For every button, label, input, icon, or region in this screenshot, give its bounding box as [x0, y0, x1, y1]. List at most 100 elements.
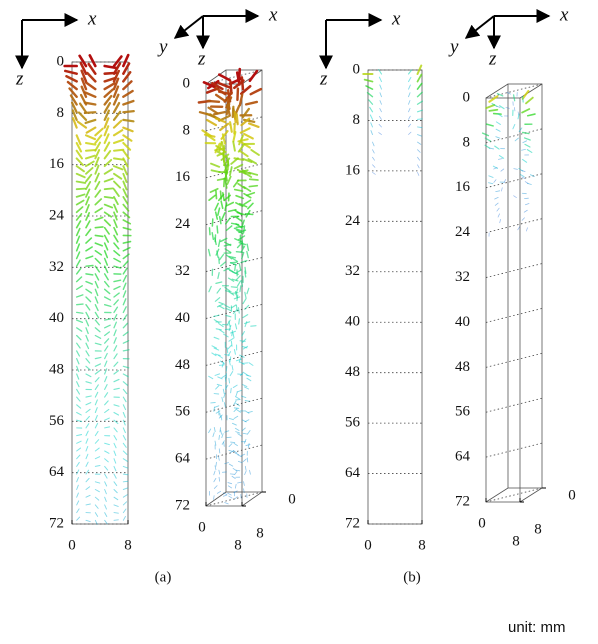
- vector-glyph: [76, 508, 80, 514]
- vector-glyph: [113, 435, 118, 441]
- vector-glyph: [85, 304, 91, 311]
- grid-line: [205, 304, 263, 319]
- vector-glyph: [506, 91, 511, 95]
- vector-glyph: [208, 428, 212, 434]
- vector-glyph: [240, 279, 244, 287]
- vector-glyph: [518, 127, 523, 133]
- vector-glyph: [495, 121, 501, 125]
- vector-glyph: [224, 502, 229, 505]
- vector-glyph: [85, 311, 90, 319]
- vector-glyph: [113, 378, 120, 383]
- vector-glyph: [521, 148, 526, 151]
- vector-glyph: [494, 145, 500, 150]
- vector-glyph: [104, 473, 108, 479]
- z-tick-label: 72: [455, 493, 470, 509]
- vector-glyph: [228, 377, 231, 384]
- vector-glyph: [76, 469, 80, 475]
- vector-glyph: [241, 219, 245, 228]
- vector-glyph: [233, 163, 244, 170]
- vector-glyph: [113, 196, 119, 206]
- vector-glyph: [71, 109, 78, 122]
- vector-glyph: [85, 288, 93, 294]
- vector-glyph: [104, 352, 108, 360]
- vector-glyph: [103, 76, 117, 83]
- vector-glyph: [88, 54, 97, 68]
- vector-glyph: [216, 303, 224, 308]
- vector-glyph: [75, 276, 83, 283]
- vector-glyph: [113, 257, 121, 263]
- vector-glyph: [122, 331, 129, 337]
- vector-glyph: [218, 256, 220, 265]
- vector-glyph: [484, 144, 491, 149]
- vector-glyph: [103, 203, 114, 209]
- vector-glyph: [122, 219, 132, 225]
- z-tick-label: 0: [463, 89, 471, 105]
- vector-glyph: [217, 207, 221, 216]
- vector-glyph: [233, 407, 238, 413]
- vector-glyph: [234, 427, 240, 431]
- vector-glyph: [227, 492, 232, 496]
- vector-glyph: [498, 155, 505, 159]
- vector-glyph: [75, 227, 81, 237]
- vector-glyph: [122, 53, 130, 68]
- vector-glyph: [213, 470, 216, 476]
- vector-glyph: [113, 157, 125, 161]
- z-tick-label: 64: [175, 451, 191, 467]
- vector-glyph: [220, 429, 223, 435]
- vector-glyph: [213, 336, 220, 340]
- grid-line: [485, 397, 543, 413]
- vector-glyph: [211, 232, 215, 241]
- vector-glyph: [221, 212, 226, 221]
- vector-glyph: [94, 189, 102, 198]
- vector-glyph: [122, 110, 135, 114]
- vector-glyph: [238, 235, 246, 241]
- vector-glyph: [85, 503, 91, 506]
- vector-glyph: [221, 396, 224, 403]
- z-tick-label: 64: [455, 449, 471, 465]
- vector-glyph: [209, 187, 219, 193]
- vector-glyph: [85, 212, 91, 221]
- vector-glyph: [211, 345, 218, 349]
- vector-glyph: [248, 362, 254, 366]
- vector-glyph: [226, 347, 229, 354]
- vector-glyph: [505, 107, 510, 109]
- vector-glyph: [112, 62, 122, 75]
- vector-glyph: [244, 419, 250, 423]
- vector-glyph: [113, 285, 121, 291]
- vector-glyph: [218, 73, 232, 82]
- vector-glyph: [378, 132, 382, 135]
- vector-glyph: [214, 297, 221, 302]
- vector-glyph: [216, 383, 223, 387]
- vector-glyph: [94, 134, 103, 145]
- box-face: [367, 69, 423, 525]
- vector-glyph: [521, 158, 528, 163]
- vector-glyph: [122, 180, 128, 191]
- vector-glyph: [517, 226, 520, 231]
- vector-glyph: [214, 117, 227, 124]
- grid-line: [485, 487, 543, 503]
- vector-glyph: [94, 377, 100, 383]
- vector-glyph: [94, 265, 101, 273]
- z-tick-label: 16: [49, 156, 65, 172]
- vector-glyph: [224, 430, 230, 433]
- vector-glyph: [104, 426, 111, 429]
- vector-glyph: [488, 108, 499, 112]
- vector-glyph: [113, 299, 119, 306]
- vector-glyph: [122, 267, 128, 275]
- z-tick-label: 56: [175, 404, 191, 420]
- vector-glyph: [215, 281, 223, 285]
- vector-glyph: [112, 69, 120, 83]
- vector-glyph: [489, 147, 495, 150]
- vector-glyph: [226, 104, 231, 117]
- axis-label: z: [488, 48, 497, 69]
- vector-glyph: [514, 137, 519, 142]
- vector-glyph: [491, 103, 498, 108]
- vector-glyph: [85, 408, 91, 414]
- vector-glyph: [76, 434, 83, 437]
- vector-glyph: [378, 69, 383, 75]
- vector-glyph: [94, 519, 98, 525]
- vector-glyph: [226, 175, 232, 185]
- panel: x z y 0 8 16 24 32 40 48 56 64 72 0 8 0 8: [157, 4, 296, 553]
- vector-glyph: [113, 370, 120, 375]
- vector-glyph: [113, 234, 119, 243]
